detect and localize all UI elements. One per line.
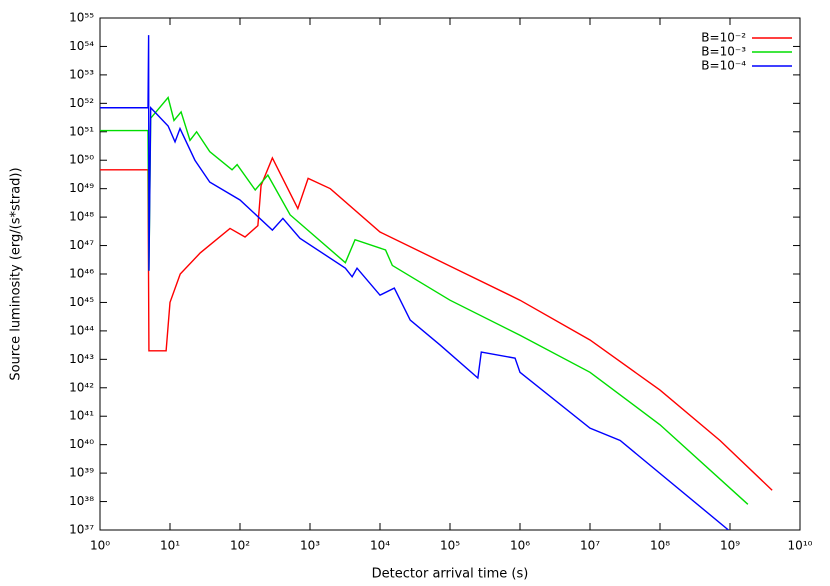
legend-label: B=10⁻² (701, 31, 746, 45)
y-tick-label: 10⁵² (69, 96, 94, 110)
y-tick-label: 10⁴⁶ (69, 267, 94, 281)
x-tick-label: 10⁷ (580, 539, 600, 553)
y-tick-label: 10⁴⁷ (69, 238, 94, 252)
y-tick-label: 10³⁷ (69, 523, 94, 537)
legend-label: B=10⁻³ (701, 45, 746, 59)
y-tick-label: 10⁴¹ (69, 409, 94, 423)
series-line (100, 35, 729, 530)
plot-lines (100, 35, 773, 530)
y-tick-label: 10⁴⁹ (69, 181, 94, 195)
x-tick-label: 10⁹ (720, 539, 740, 553)
x-tick-label: 10⁴ (370, 539, 390, 553)
y-tick-label: 10⁵⁰ (69, 153, 94, 167)
y-tick-label: 10⁴² (69, 380, 94, 394)
y-tick-label: 10⁵⁴ (69, 39, 94, 53)
x-tick-label: 10¹ (160, 539, 180, 553)
y-tick-label: 10⁵⁵ (69, 11, 94, 25)
y-tick-label: 10⁴⁴ (69, 323, 94, 337)
series-line (100, 156, 773, 491)
y-tick-label: 10⁵³ (69, 67, 94, 81)
x-tick-label: 10⁰ (90, 539, 110, 553)
x-tick-label: 10¹⁰ (788, 539, 813, 553)
y-tick-label: 10⁵¹ (69, 124, 94, 138)
x-tick-label: 10² (230, 539, 250, 553)
y-tick-label: 10³⁸ (69, 494, 94, 508)
x-tick-label: 10⁵ (440, 539, 460, 553)
y-tick-label: 10⁴⁸ (69, 210, 94, 224)
x-axis-title: Detector arrival time (s) (372, 567, 529, 582)
x-tick-label: 10⁸ (650, 539, 670, 553)
y-tick-label: 10⁴³ (69, 352, 94, 366)
series-line (100, 96, 749, 505)
y-tick-label: 10⁴⁰ (69, 437, 94, 451)
legend-label: B=10⁻⁴ (701, 59, 746, 73)
x-tick-label: 10³ (300, 539, 320, 553)
y-axis-title: Source luminosity (erg/(s*strad)) (9, 167, 24, 380)
y-tick-label: 10⁴⁵ (69, 295, 94, 309)
x-tick-label: 10⁶ (510, 539, 530, 553)
y-tick-label: 10³⁹ (69, 466, 94, 480)
plot-frame (99, 17, 801, 531)
